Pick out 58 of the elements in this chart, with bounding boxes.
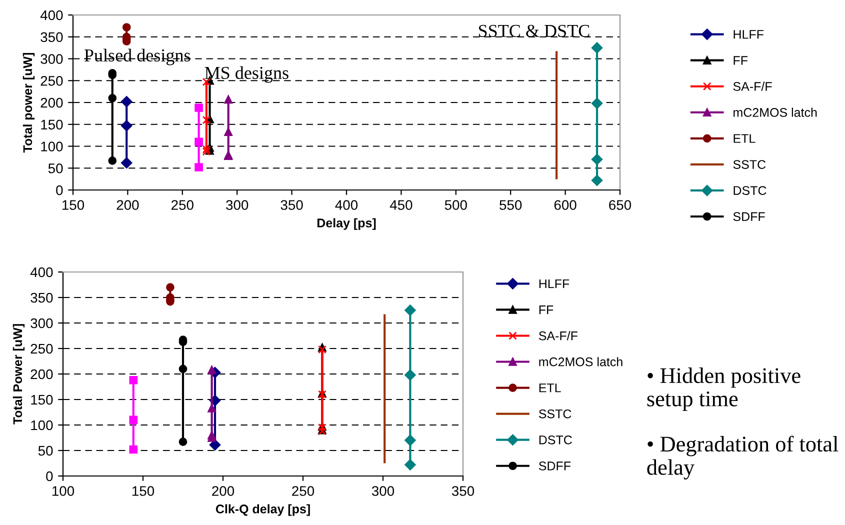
legend-label: HLFF bbox=[734, 30, 764, 39]
y-axis-title: Total power [uW] bbox=[22, 52, 35, 153]
x-tick-label: 550 bbox=[500, 200, 522, 210]
text: • Degradation of total delay bbox=[647, 436, 838, 480]
text: • Hidden positive setup time bbox=[647, 368, 800, 411]
legend-label: mC2MOS latch bbox=[539, 357, 622, 366]
x-tick-label: 250 bbox=[172, 200, 194, 210]
y-tick-label: 0 bbox=[56, 185, 63, 196]
legend-label: FF bbox=[539, 305, 554, 314]
y-tick-label: 400 bbox=[40, 10, 63, 20]
legend-label: HLFF bbox=[539, 279, 570, 288]
x-tick-label: 300 bbox=[372, 486, 394, 496]
y-tick-label: 300 bbox=[30, 318, 53, 328]
x-tick-label: 300 bbox=[226, 200, 248, 210]
annotation: SSTC & DSTC bbox=[478, 24, 590, 38]
x-axis-title: Delay [ps] bbox=[317, 218, 376, 230]
x-tick-label: 350 bbox=[452, 486, 474, 496]
x-tick-label: 350 bbox=[280, 200, 303, 210]
legend-label: FF bbox=[734, 56, 748, 65]
legend-label: SA-F/F bbox=[733, 82, 772, 91]
x-tick-label: 400 bbox=[335, 200, 358, 210]
y-tick-label: 350 bbox=[40, 32, 63, 42]
annotation: MS designs bbox=[204, 66, 288, 83]
y-axis-title: Total Power [uW] bbox=[12, 324, 25, 424]
legend-label: DSTC bbox=[734, 186, 766, 195]
y-tick-label: 150 bbox=[31, 394, 53, 405]
x-tick-label: 200 bbox=[116, 200, 139, 210]
x-tick-label: 450 bbox=[390, 200, 412, 210]
x-axis-title: Clk-Q delay [ps] bbox=[216, 504, 310, 516]
x-tick-label: 150 bbox=[132, 486, 154, 496]
y-tick-label: 50 bbox=[38, 446, 53, 456]
x-tick-label: 650 bbox=[609, 200, 632, 210]
legend-label: ETL bbox=[734, 134, 756, 143]
legend-label: DSTC bbox=[539, 435, 572, 444]
y-tick-label: 350 bbox=[30, 292, 53, 303]
x-tick-label: 600 bbox=[554, 200, 576, 210]
legend-label: ETL bbox=[539, 384, 561, 392]
y-tick-label: 100 bbox=[31, 420, 53, 430]
y-tick-label: 250 bbox=[40, 76, 63, 86]
y-tick-label: 150 bbox=[41, 120, 63, 130]
legend-label: SA-F/F bbox=[538, 331, 578, 340]
legend-label: SSTC bbox=[733, 160, 766, 169]
y-tick-label: 100 bbox=[41, 142, 63, 152]
y-tick-label: 50 bbox=[48, 163, 63, 174]
legend-label: SDFF bbox=[538, 462, 571, 470]
legend-label: SSTC bbox=[538, 409, 572, 418]
x-tick-label: 200 bbox=[212, 486, 234, 496]
legend-label: SDFF bbox=[733, 212, 765, 221]
y-tick-label: 300 bbox=[40, 54, 63, 64]
y-tick-label: 200 bbox=[40, 98, 63, 108]
y-tick-label: 400 bbox=[30, 267, 53, 278]
x-tick-label: 500 bbox=[444, 200, 467, 210]
x-tick-label: 150 bbox=[62, 200, 84, 210]
y-tick-label: 200 bbox=[30, 369, 53, 380]
x-tick-label: 250 bbox=[292, 486, 314, 496]
y-tick-label: 250 bbox=[30, 344, 53, 354]
y-tick-label: 0 bbox=[46, 471, 53, 482]
legend-label: mC2MOS latch bbox=[734, 108, 817, 117]
